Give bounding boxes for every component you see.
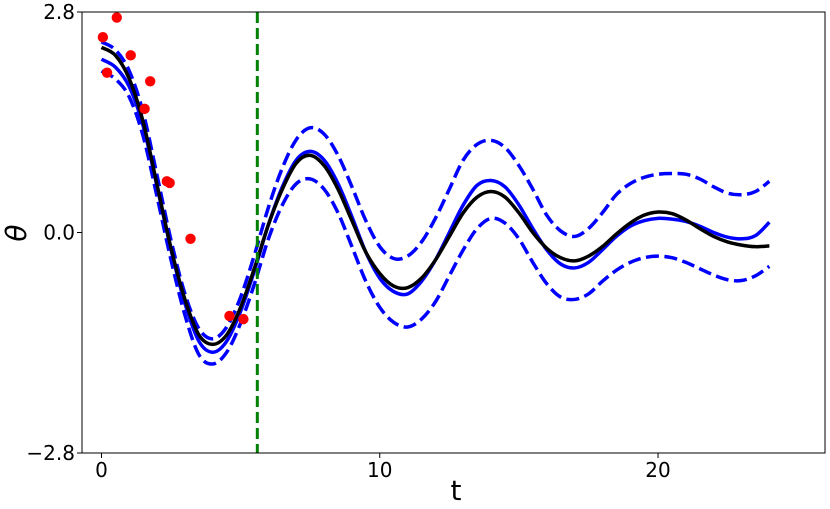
- blue-dashed-line-3: [100, 69, 771, 366]
- x-tick-label-2: 20: [645, 458, 670, 482]
- black-solid-line-0: [100, 45, 770, 347]
- x-tick-label-1: 10: [367, 458, 392, 482]
- x-axis-label: t: [451, 474, 462, 507]
- blue-dashed-line-2: [100, 40, 771, 341]
- observation-point-7: [164, 177, 175, 189]
- series-layer: [100, 12, 771, 453]
- ticks-layer: 0 10 20 −2.8 0.0 2.8: [26, 0, 670, 482]
- y-tick-label-2: 2.8: [43, 0, 75, 24]
- observation-point-2: [111, 12, 122, 23]
- observation-point-9: [224, 310, 235, 322]
- observation-point-5: [144, 76, 156, 87]
- observation-point-4: [139, 103, 150, 115]
- observation-point-8: [185, 233, 196, 244]
- blue-solid-line-1: [100, 57, 771, 354]
- x-tick-label-0: 0: [95, 458, 108, 482]
- observation-point-0: [97, 32, 109, 43]
- y-tick-label-1: 0.0: [43, 221, 75, 245]
- observation-point-1: [101, 67, 113, 78]
- observation-point-10: [238, 313, 249, 325]
- marker-layer: [97, 12, 249, 325]
- observation-point-3: [125, 50, 136, 61]
- y-axis-label: θ: [0, 224, 33, 241]
- y-tick-label-0: −2.8: [26, 441, 75, 465]
